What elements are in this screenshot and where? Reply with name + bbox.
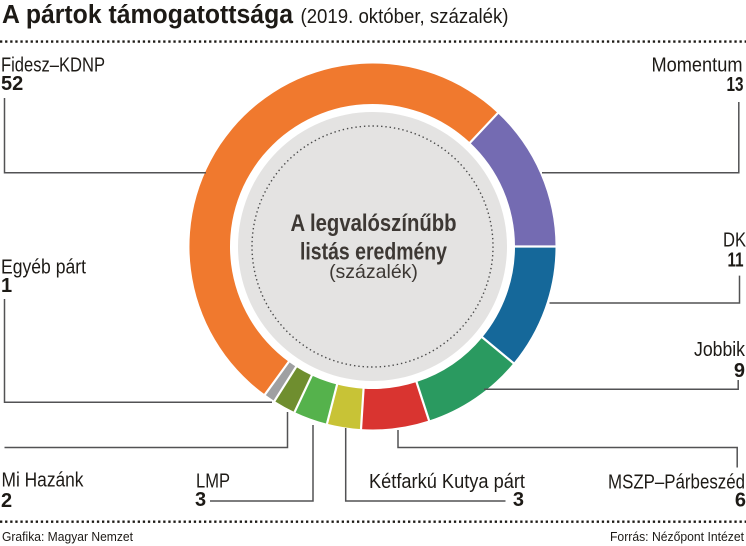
svg-text:1: 1 bbox=[1, 275, 12, 297]
svg-text:listás eredmény: listás eredmény bbox=[300, 239, 448, 266]
svg-text:Mi Hazánk: Mi Hazánk bbox=[2, 470, 85, 492]
svg-text:9: 9 bbox=[734, 360, 745, 382]
svg-text:(százalék): (százalék) bbox=[329, 261, 418, 283]
svg-text:LMP: LMP bbox=[196, 470, 230, 492]
svg-text:Jobbik: Jobbik bbox=[694, 339, 746, 361]
svg-text:Kétfarkú Kutya párt: Kétfarkú Kutya párt bbox=[369, 471, 525, 493]
svg-text:Forrás: Nézőpont Intézet: Forrás: Nézőpont Intézet bbox=[610, 530, 745, 544]
svg-text:DK: DK bbox=[723, 230, 746, 252]
svg-text:A legvalószínűbb: A legvalószínűbb bbox=[291, 210, 457, 237]
svg-text:A pártok támogatottsága: A pártok támogatottsága bbox=[2, 1, 294, 29]
svg-text:11: 11 bbox=[728, 249, 744, 271]
svg-text:(2019. október, százalék): (2019. október, százalék) bbox=[301, 5, 509, 28]
svg-text:Fidesz–KDNP: Fidesz–KDNP bbox=[1, 55, 105, 77]
svg-text:Momentum: Momentum bbox=[652, 54, 743, 76]
svg-text:13: 13 bbox=[727, 74, 744, 96]
svg-text:3: 3 bbox=[195, 489, 206, 511]
svg-text:3: 3 bbox=[513, 489, 524, 511]
svg-text:52: 52 bbox=[1, 73, 23, 95]
svg-text:6: 6 bbox=[735, 489, 746, 511]
svg-text:MSZP–Párbeszéd: MSZP–Párbeszéd bbox=[608, 471, 745, 493]
svg-text:Grafika: Magyar Nemzet: Grafika: Magyar Nemzet bbox=[2, 530, 133, 544]
svg-text:2: 2 bbox=[1, 490, 12, 512]
svg-text:Egyéb párt: Egyéb párt bbox=[1, 257, 86, 279]
